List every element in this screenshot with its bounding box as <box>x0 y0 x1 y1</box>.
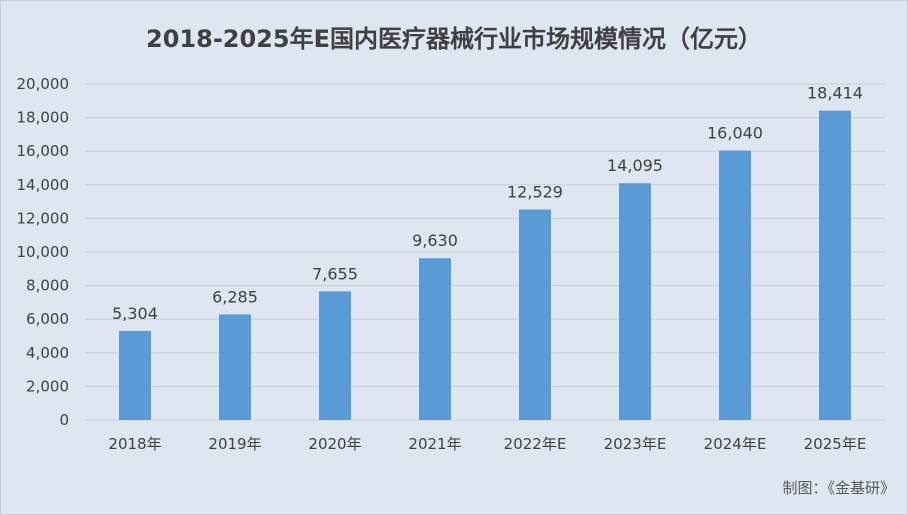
data-label: 12,529 <box>507 183 563 202</box>
x-tick-label: 2019年 <box>208 435 261 453</box>
x-axis: 2018年 2019年 2020年 2021年 2022年E 2023年E 2024年E 20… <box>108 435 866 453</box>
y-tick-label: 6,000 <box>26 310 69 328</box>
y-tick-label: 12,000 <box>17 209 70 227</box>
y-tick-label: 2,000 <box>26 377 69 395</box>
x-tick-label: 2020年 <box>308 435 361 453</box>
y-tick-label: 0 <box>59 411 69 429</box>
data-label: 14,095 <box>607 156 663 175</box>
data-label: 16,040 <box>707 124 763 143</box>
y-tick-label: 20,000 <box>17 75 70 93</box>
data-label: 6,285 <box>212 287 258 306</box>
data-labels: 5,304 6,285 7,655 9,630 12,529 14,095 16,040 18… <box>112 84 863 323</box>
bar <box>819 110 851 420</box>
data-label: 18,414 <box>807 84 863 103</box>
y-tick-label: 8,000 <box>26 277 69 295</box>
x-tick-label: 2025年E <box>804 435 867 453</box>
y-tick-label: 10,000 <box>17 243 70 261</box>
x-tick-label: 2021年 <box>408 435 461 453</box>
source-note: 制图：《金基研》 <box>782 479 895 497</box>
data-label: 5,304 <box>112 304 158 323</box>
gridlines <box>85 83 885 421</box>
bar <box>419 258 451 420</box>
y-tick-label: 18,000 <box>17 109 70 127</box>
data-label: 7,655 <box>312 264 358 283</box>
x-tick-label: 2022年E <box>504 435 567 453</box>
y-tick-label: 16,000 <box>17 142 70 160</box>
y-axis: 0 2,000 4,000 6,000 8,000 10,000 12,000 14,000 1… <box>17 75 70 429</box>
x-tick-label: 2023年E <box>604 435 667 453</box>
bar <box>319 291 351 420</box>
bars <box>119 110 851 420</box>
x-tick-label: 2024年E <box>704 435 767 453</box>
bar <box>719 150 751 420</box>
chart-title: 2018-2025年E国内医疗器械行业市场规模情况（亿元） <box>146 25 762 53</box>
bar <box>119 330 151 420</box>
bar <box>219 314 251 420</box>
y-tick-label: 14,000 <box>17 176 70 194</box>
x-tick-label: 2018年 <box>108 435 161 453</box>
data-label: 9,630 <box>412 231 458 250</box>
y-tick-label: 4,000 <box>26 344 69 362</box>
bar <box>519 209 551 420</box>
bar <box>619 183 651 420</box>
